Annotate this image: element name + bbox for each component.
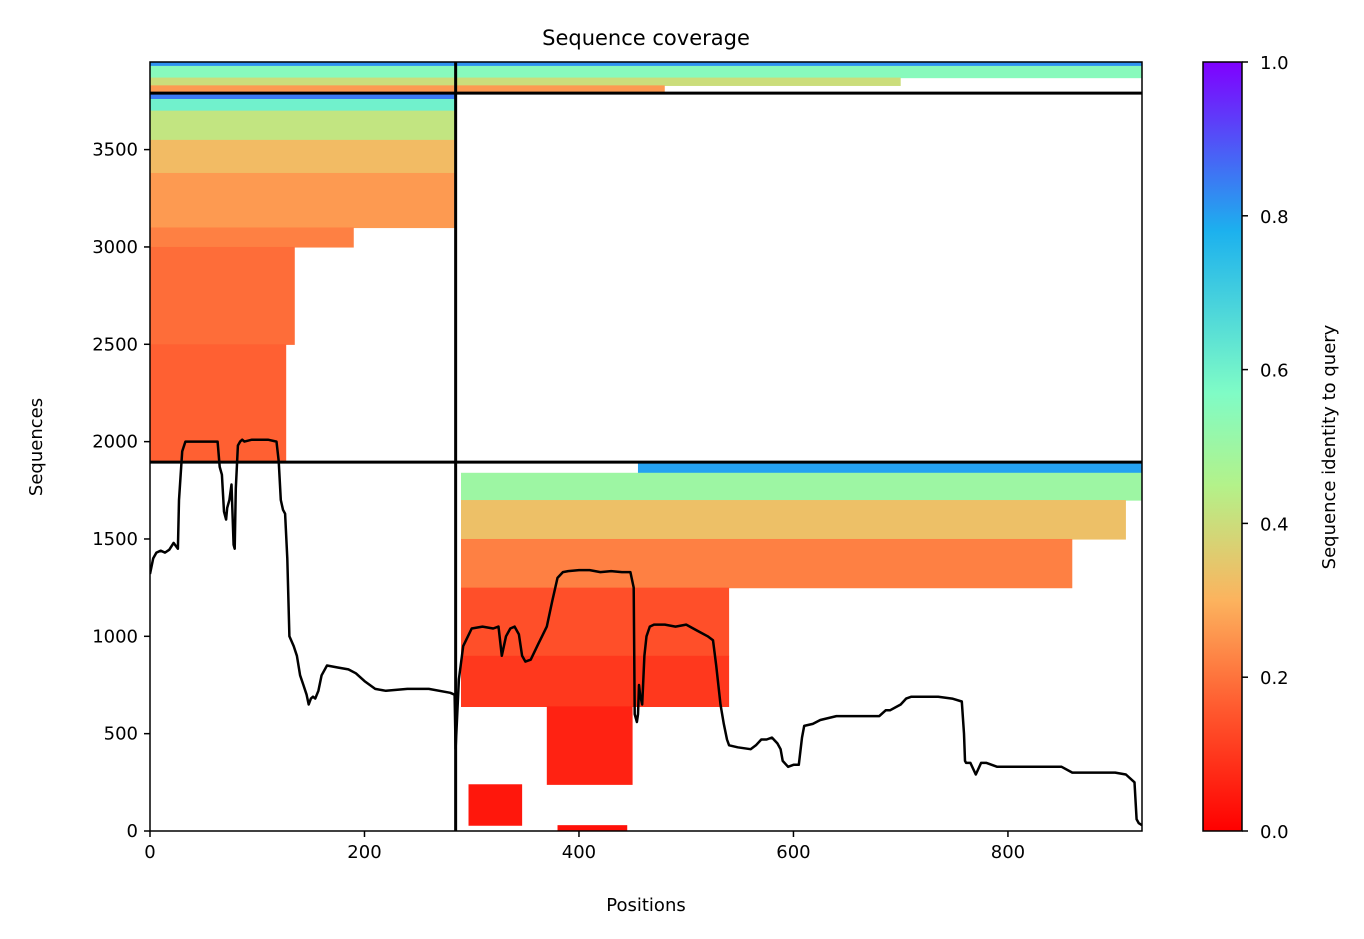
y-tick-label: 1000 — [92, 626, 138, 647]
plot-area — [150, 62, 1142, 831]
y-tick-label: 2500 — [92, 334, 138, 355]
y-tick-label: 500 — [104, 724, 138, 745]
colorbar-tick-label: 0.4 — [1260, 514, 1289, 535]
chain-2-alignment-band-6 — [546, 706, 633, 785]
coverage-heatmap — [150, 62, 1142, 831]
paired-alignment-band-2 — [150, 77, 901, 86]
chain-2-alignment-band-0 — [637, 462, 1142, 474]
paired-alignment-band-0 — [150, 62, 1142, 67]
chain-1-alignment-band-3 — [150, 139, 456, 174]
coverage-line — [150, 438, 1142, 827]
chain-2-alignment-band-2 — [461, 500, 1126, 540]
plot-frame — [149, 61, 1143, 832]
y-axis: 0 500 1000 1500 2000 2500 3000 3500 — [92, 140, 150, 842]
chain-1-alignment — [150, 93, 456, 463]
paired-alignment-band-3 — [150, 85, 665, 94]
chain-2-alignment-band-8 — [557, 825, 628, 831]
chain-2-alignment — [461, 462, 1142, 831]
y-axis-label: Sequences — [26, 398, 47, 496]
chain-1-alignment-band-2 — [150, 110, 456, 141]
colorbar-tick-label: 0.0 — [1260, 822, 1289, 843]
colorbar-tick-label: 0.8 — [1260, 207, 1289, 228]
x-axis-label: Positions — [606, 895, 685, 916]
y-tick-label: 3000 — [92, 237, 138, 258]
x-tick-label: 200 — [347, 842, 381, 863]
chain-1-alignment-band-4 — [150, 172, 456, 229]
x-tick-label: 600 — [776, 842, 810, 863]
x-axis: 0 200 400 600 800 — [144, 831, 1025, 863]
chain-1-alignment-band-1 — [150, 98, 456, 112]
chain-1-alignment-band-0 — [150, 93, 456, 100]
y-tick-label: 0 — [127, 821, 138, 842]
chain-2-alignment-band-3 — [461, 538, 1073, 589]
y-tick-label: 2000 — [92, 432, 138, 453]
chain-1-alignment-band-5 — [150, 227, 354, 248]
colorbar-tick-label: 0.2 — [1260, 668, 1289, 689]
x-tick-label: 800 — [991, 842, 1025, 863]
chain-2-alignment-band-7 — [468, 784, 523, 826]
colorbar-ticks: 0.0 0.2 0.4 0.6 0.8 1.0 — [1242, 53, 1289, 843]
chain-1-alignment-band-6 — [150, 246, 295, 345]
colorbar-label: Sequence identity to query — [1319, 324, 1340, 569]
chain-2-alignment-band-1 — [461, 472, 1142, 501]
x-tick-label: 400 — [562, 842, 596, 863]
y-tick-label: 1500 — [92, 529, 138, 550]
chain-2-alignment-band-4 — [461, 587, 730, 657]
y-tick-label: 3500 — [92, 140, 138, 161]
chain-2-alignment-band-5 — [461, 655, 730, 708]
colorbar-gradient — [1202, 61, 1243, 832]
paired-alignment-band-1 — [150, 65, 1142, 79]
chart-title: Sequence coverage — [542, 26, 750, 50]
colorbar-tick-label: 1.0 — [1260, 53, 1289, 74]
x-tick-label: 0 — [144, 842, 155, 863]
paired-alignment — [150, 62, 1142, 94]
colorbar-tick-label: 0.6 — [1260, 361, 1289, 382]
colorbar: 0.0 0.2 0.4 0.6 0.8 1.0 Sequence identity to … — [1202, 53, 1340, 843]
